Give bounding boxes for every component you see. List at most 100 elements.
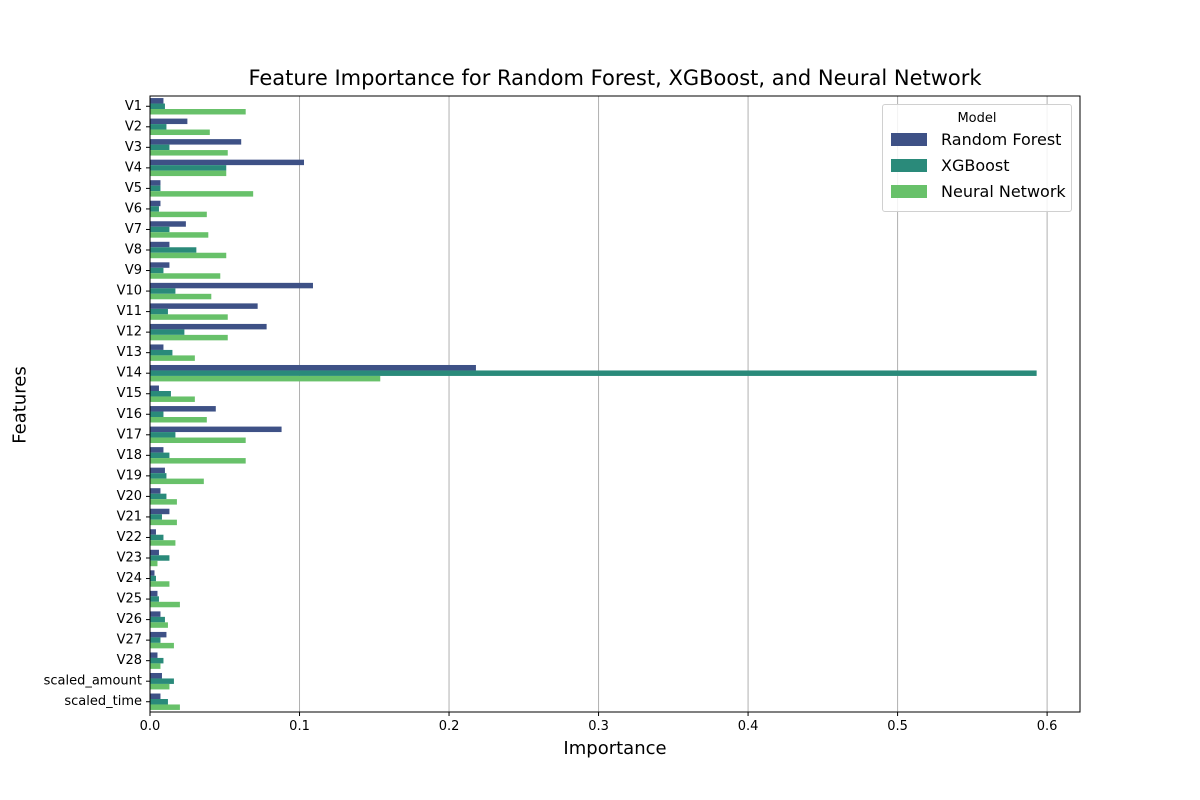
bar-xgboost-v7 — [150, 226, 170, 233]
x-tick-labels: 0.0 0.1 0.2 0.3 0.4 0.5 0.6 — [140, 712, 1057, 734]
bars-group — [150, 98, 1037, 710]
y-tick-label: V26 — [117, 612, 142, 627]
bar-random-forest-v27 — [150, 631, 167, 638]
x-tick-label: 0.3 — [588, 719, 609, 734]
x-tick-label: 0.1 — [289, 719, 310, 734]
bar-xgboost-v5 — [150, 185, 161, 192]
bar-neural-network-v20 — [150, 499, 177, 505]
y-tick-label: V16 — [117, 407, 142, 422]
bar-random-forest-v3 — [150, 139, 242, 145]
bar-random-forest-v10 — [150, 282, 313, 289]
bar-random-forest-v1 — [150, 98, 164, 104]
bar-xgboost-v26 — [150, 616, 165, 623]
bar-neural-network-v27 — [150, 642, 174, 649]
bar-neural-network-v24 — [150, 581, 170, 587]
y-tick-label: V28 — [117, 653, 142, 668]
bar-neural-network-v6 — [150, 211, 207, 218]
bar-xgboost-v19 — [150, 473, 167, 479]
bar-xgboost-v23 — [150, 555, 170, 561]
bar-random-forest-v21 — [150, 508, 170, 515]
bar-neural-network-v16 — [150, 417, 207, 423]
bar-random-forest-v17 — [150, 426, 282, 433]
legend-label: Random Forest — [941, 129, 1062, 149]
y-tick-label: V14 — [117, 366, 142, 381]
bar-xgboost-v22 — [150, 534, 164, 541]
y-tick-label: V7 — [125, 222, 142, 237]
bar-neural-network-v22 — [150, 540, 176, 546]
bar-random-forest-v22 — [150, 529, 156, 535]
bar-neural-network-v1 — [150, 109, 246, 115]
bar-xgboost-v24 — [150, 575, 156, 582]
bar-xgboost-v1 — [150, 103, 165, 110]
bar-random-forest-scaled-time — [150, 693, 161, 699]
bar-neural-network-v14 — [150, 375, 381, 382]
y-tick-label: V1 — [125, 99, 142, 114]
legend-swatch — [891, 184, 927, 198]
bar-xgboost-v28 — [150, 657, 164, 664]
bar-neural-network-v28 — [150, 663, 161, 669]
bar-random-forest-v6 — [150, 200, 161, 207]
bar-xgboost-v27 — [150, 637, 161, 643]
bar-random-forest-v7 — [150, 221, 186, 227]
bar-neural-network-v4 — [150, 170, 227, 177]
y-tick-label: V12 — [117, 325, 142, 340]
bar-random-forest-v14 — [150, 364, 476, 371]
y-tick-label: V23 — [117, 551, 142, 566]
bar-random-forest-v23 — [150, 549, 159, 556]
bar-random-forest-scaled-amount — [150, 672, 162, 679]
y-tick-label: V21 — [117, 509, 142, 524]
bar-xgboost-v18 — [150, 452, 170, 459]
bar-random-forest-v26 — [150, 611, 161, 617]
legend: Model Random Forest XGBoost Neural Netwo… — [882, 104, 1072, 212]
bar-xgboost-v20 — [150, 493, 167, 500]
y-tick-label: V27 — [117, 633, 142, 648]
y-tick-label: V25 — [117, 592, 142, 607]
bar-random-forest-v2 — [150, 118, 188, 125]
bar-neural-network-v7 — [150, 232, 209, 238]
bar-random-forest-v15 — [150, 385, 159, 391]
bar-xgboost-v21 — [150, 514, 162, 520]
y-tick-labels: V1 V2 V3 V4 V5 V6 V7 V8 V9 V10 V11 V12 V13 V14 V15 V16 V… — [44, 99, 150, 709]
y-tick-label: scaled_amount — [44, 674, 142, 689]
bar-xgboost-v14 — [150, 370, 1037, 376]
bar-random-forest-v12 — [150, 323, 267, 330]
bar-random-forest-v5 — [150, 180, 161, 186]
x-axis-label: Importance — [563, 738, 667, 759]
bar-random-forest-v19 — [150, 467, 165, 474]
bar-xgboost-v4 — [150, 165, 227, 171]
y-axis-label: Features — [9, 366, 31, 444]
y-tick-label: V22 — [117, 530, 142, 545]
x-tick-label: 0.4 — [738, 719, 759, 734]
bar-xgboost-v3 — [150, 144, 170, 151]
bar-random-forest-v16 — [150, 406, 216, 412]
bar-neural-network-v3 — [150, 150, 228, 156]
bar-xgboost-v6 — [150, 206, 159, 212]
y-tick-label: V3 — [125, 140, 142, 155]
bar-neural-network-v18 — [150, 458, 246, 464]
bar-neural-network-v9 — [150, 273, 221, 279]
y-tick-label: V6 — [125, 201, 142, 216]
y-tick-label: V2 — [125, 119, 142, 134]
y-tick-label: V17 — [117, 427, 142, 442]
bar-neural-network-v12 — [150, 334, 228, 341]
bar-neural-network-v10 — [150, 293, 212, 300]
bar-neural-network-v13 — [150, 355, 195, 361]
y-tick-label: scaled_time — [64, 694, 142, 709]
bar-xgboost-v12 — [150, 329, 185, 335]
legend-swatch — [891, 132, 927, 146]
bar-xgboost-v15 — [150, 390, 171, 397]
bar-neural-network-v19 — [150, 478, 204, 485]
legend-item-random-forest: Random Forest — [883, 126, 1071, 152]
x-tick-label: 0.2 — [439, 719, 460, 734]
legend-item-neural-network: Neural Network — [883, 178, 1071, 204]
legend-item-xgboost: XGBoost — [883, 152, 1071, 178]
y-tick-label: V4 — [125, 160, 142, 175]
bar-xgboost-v9 — [150, 267, 164, 274]
bar-xgboost-v25 — [150, 596, 159, 602]
y-tick-label: V13 — [117, 345, 142, 360]
x-tick-label: 0.5 — [887, 719, 908, 734]
bar-random-forest-v8 — [150, 241, 170, 248]
y-tick-label: V5 — [125, 181, 142, 196]
legend-title: Model — [957, 111, 997, 126]
bar-xgboost-v8 — [150, 247, 197, 253]
